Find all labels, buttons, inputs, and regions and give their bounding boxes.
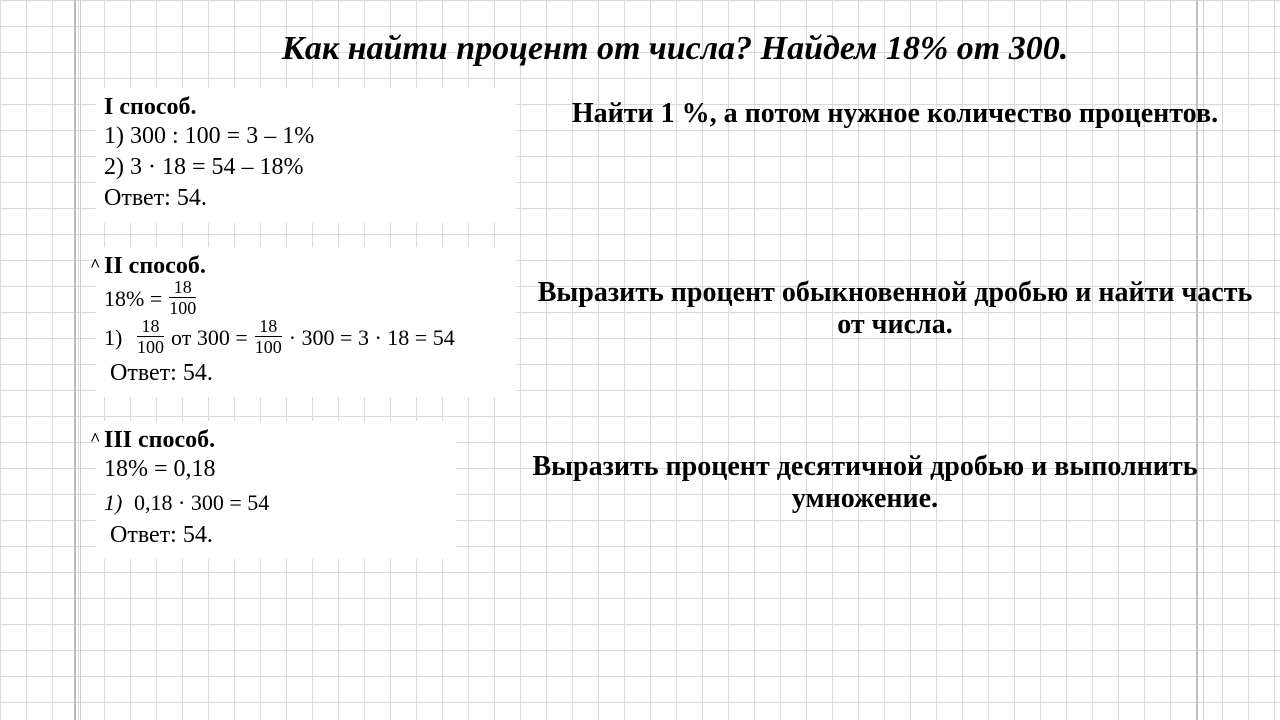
fraction-denominator: 100 (137, 337, 164, 356)
method-3-calc: 0,18 · 300 = 54 (134, 485, 269, 520)
fraction-18-100-c: 18 100 (255, 317, 282, 356)
method-3-row: ^ III способ. 18% = 0,18 1) 0,18 · 300 =… (96, 421, 1254, 560)
method-3-line-2: 1) 0,18 · 300 = 54 (104, 485, 446, 520)
method-3-step-lead: 1) (104, 485, 130, 520)
method-2-explanation: Выразить процент обыкновенной дробью и н… (536, 247, 1254, 341)
fraction-denominator: 100 (169, 298, 196, 317)
method-2-card: ^ II способ. 18% = 18 100 1) 18 100 от 3… (96, 247, 516, 397)
method-1-row: I способ. 1) 300 : 100 = 3 – 1% 2) 3 · 1… (96, 88, 1254, 223)
method-2-eq-pre: 18% = (104, 281, 162, 316)
method-2-conversion: 18% = 18 100 (104, 280, 506, 319)
fraction-numerator: 18 (255, 317, 282, 337)
page-title: Как найти процент от числа? Найдем 18% о… (96, 30, 1254, 68)
method-3-answer: Ответ: 54. (104, 520, 446, 551)
method-1-line-1: 1) 300 : 100 = 3 – 1% (104, 121, 506, 152)
method-3-card: ^ III способ. 18% = 0,18 1) 0,18 · 300 =… (96, 421, 456, 560)
method-1-explanation: Найти 1 %, а потом нужное количество про… (536, 88, 1254, 130)
method-3-explanation: Выразить процент десятичной дробью и вып… (476, 421, 1254, 515)
caret-icon: ^ (90, 429, 100, 450)
method-3-heading: III способ. (104, 427, 446, 454)
fraction-denominator: 100 (255, 337, 282, 356)
method-1-heading: I способ. (104, 94, 506, 121)
notebook-margin-line-left (74, 0, 76, 720)
notebook-margin-line-left-2 (80, 0, 81, 720)
method-2-mid1: от 300 = (171, 320, 248, 355)
method-2-row: ^ II способ. 18% = 18 100 1) 18 100 от 3… (96, 247, 1254, 397)
method-2-heading: II способ. (104, 253, 506, 280)
method-2-mid2: · 300 = 3 · 18 = 54 (289, 320, 455, 355)
fraction-18-100: 18 100 (169, 278, 196, 317)
method-1-answer: Ответ: 54. (104, 183, 506, 214)
method-1-card: I способ. 1) 300 : 100 = 3 – 1% 2) 3 · 1… (96, 88, 516, 223)
method-3-line-1: 18% = 0,18 (104, 454, 446, 485)
method-2-step-lead: 1) (104, 320, 130, 355)
fraction-numerator: 18 (137, 317, 164, 337)
method-2-step: 1) 18 100 от 300 = 18 100 · 300 = 3 · 18… (104, 319, 506, 358)
page-content: Как найти процент от числа? Найдем 18% о… (96, 30, 1254, 583)
caret-icon: ^ (90, 255, 100, 276)
fraction-18-100-b: 18 100 (137, 317, 164, 356)
fraction-numerator: 18 (169, 278, 196, 298)
method-1-line-2: 2) 3 · 18 = 54 – 18% (104, 152, 506, 183)
method-2-answer: Ответ: 54. (104, 358, 506, 389)
